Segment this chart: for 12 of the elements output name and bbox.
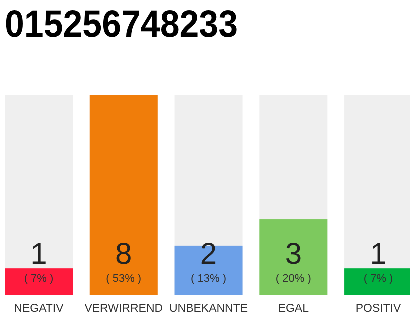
x-tick-label: EGAL bbox=[278, 303, 310, 315]
x-tick-label: POSITIV bbox=[356, 303, 402, 315]
data-label: 8 ( 53% ) bbox=[106, 238, 142, 285]
data-label: 2 ( 13% ) bbox=[191, 238, 227, 285]
chart-title: 015256748233 bbox=[5, 4, 259, 46]
data-label: 1 ( 7% ) bbox=[24, 238, 54, 285]
data-label: 1 ( 7% ) bbox=[364, 238, 394, 285]
x-tick-label: UNBEKANNTE bbox=[169, 303, 248, 315]
x-tick-label: VERWIRREND bbox=[84, 303, 164, 315]
data-label: 3 ( 20% ) bbox=[276, 238, 312, 285]
bar bbox=[5, 268, 73, 295]
x-tick-label: NEGATIV bbox=[14, 303, 64, 315]
